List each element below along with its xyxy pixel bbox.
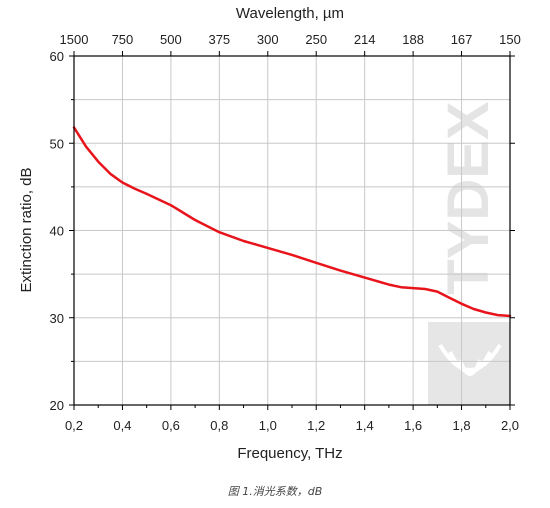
top-tick-label: 300: [257, 32, 279, 47]
top-tick-label: 214: [354, 32, 376, 47]
top-axis-label: Wavelength, µm: [236, 5, 344, 22]
series-line: [72, 126, 512, 318]
y-tick-label: 30: [50, 311, 64, 326]
tick-labels: 0,2 0,4 0,6 0,8 1,0 1,2 1,4 1,6 1,8 2,0 1500 750 500…: [50, 32, 521, 433]
watermark-logo-box: [428, 322, 510, 405]
top-tick-label: 167: [451, 32, 473, 47]
top-tick-label: 250: [305, 32, 327, 47]
axis-ticks: [69, 51, 515, 410]
x-tick-label: 1,2: [307, 418, 325, 433]
x-axis-label: Frequency, THz: [237, 445, 342, 462]
x-tick-label: 0,2: [65, 418, 83, 433]
x-tick-label: 0,8: [210, 418, 228, 433]
x-tick-label: 1,6: [404, 418, 422, 433]
chart-grid: [74, 56, 510, 405]
y-tick-label: 20: [50, 398, 64, 413]
figure-caption: 图 1.消光系数，dB: [227, 485, 323, 498]
top-tick-label: 150: [499, 32, 521, 47]
y-axis-label: Extinction ratio, dB: [18, 167, 35, 292]
y-tick-label: 40: [50, 224, 64, 239]
x-tick-label: 1,0: [259, 418, 277, 433]
plot-series: [72, 126, 512, 318]
x-tick-label: 0,6: [162, 418, 180, 433]
top-tick-label: 188: [402, 32, 424, 47]
x-tick-label: 1,8: [453, 418, 471, 433]
tydex-watermark: TYDEX: [428, 101, 510, 405]
top-tick-label: 1500: [60, 32, 89, 47]
top-tick-label: 500: [160, 32, 182, 47]
x-tick-label: 2,0: [501, 418, 519, 433]
watermark-text: TYDEX: [436, 101, 501, 295]
y-tick-label: 60: [50, 49, 64, 64]
x-tick-label: 1,4: [356, 418, 374, 433]
top-tick-label: 750: [112, 32, 134, 47]
x-tick-label: 0,4: [113, 418, 131, 433]
y-tick-label: 50: [50, 136, 64, 151]
top-tick-label: 375: [208, 32, 230, 47]
